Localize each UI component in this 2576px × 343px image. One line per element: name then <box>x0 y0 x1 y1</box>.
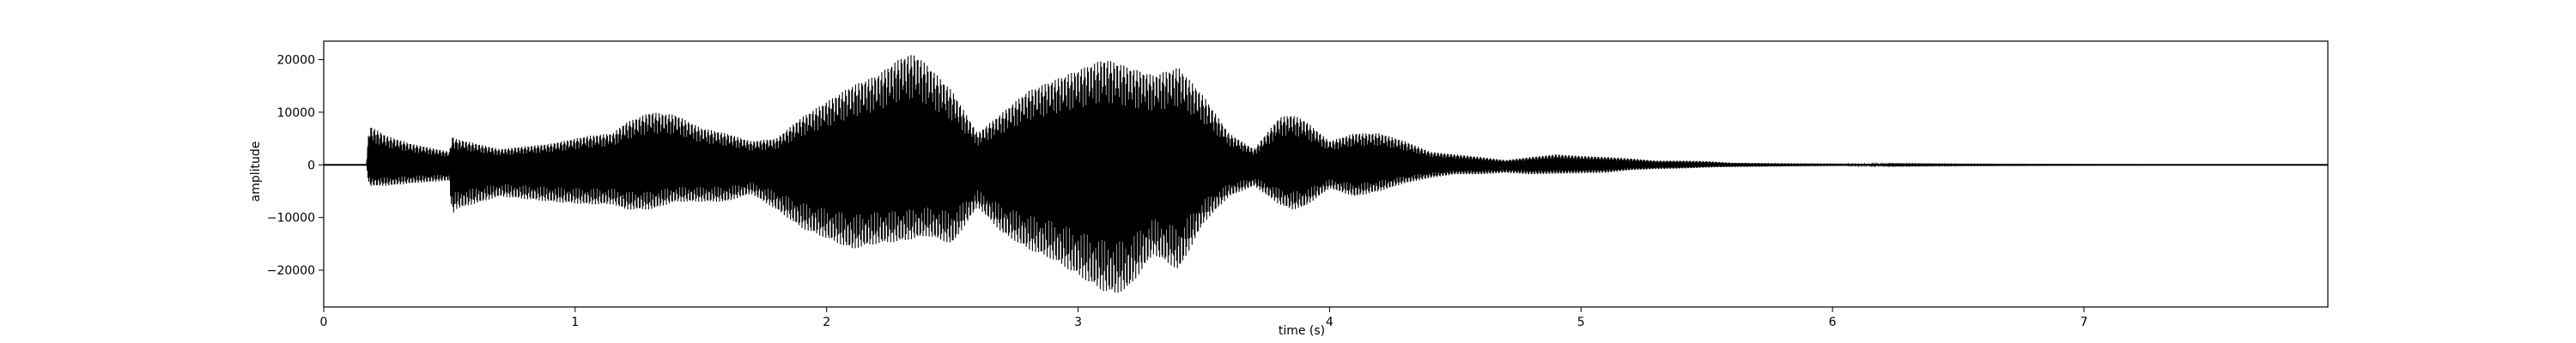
x-tick-label: 6 <box>1829 316 1837 329</box>
y-tick-label: 20000 <box>276 53 315 67</box>
x-tick-label: 2 <box>823 316 830 329</box>
plot-frame <box>323 40 2329 308</box>
y-tick-label: −20000 <box>267 264 315 278</box>
y-tick-label: 0 <box>307 159 315 172</box>
x-tick-label: 4 <box>1326 316 1334 329</box>
y-axis-label: amplitude <box>249 141 263 202</box>
waveform-core-fill <box>324 99 2328 243</box>
x-tick-label: 0 <box>320 316 328 329</box>
y-tick-label: −10000 <box>267 212 315 226</box>
x-tick-label: 3 <box>1074 316 1082 329</box>
x-tick-label: 7 <box>2080 316 2087 329</box>
x-tick-label: 5 <box>1577 316 1585 329</box>
y-tick-label: 10000 <box>276 106 315 120</box>
x-tick-label: 1 <box>571 316 579 329</box>
x-axis-label: time (s) <box>1279 324 1325 338</box>
